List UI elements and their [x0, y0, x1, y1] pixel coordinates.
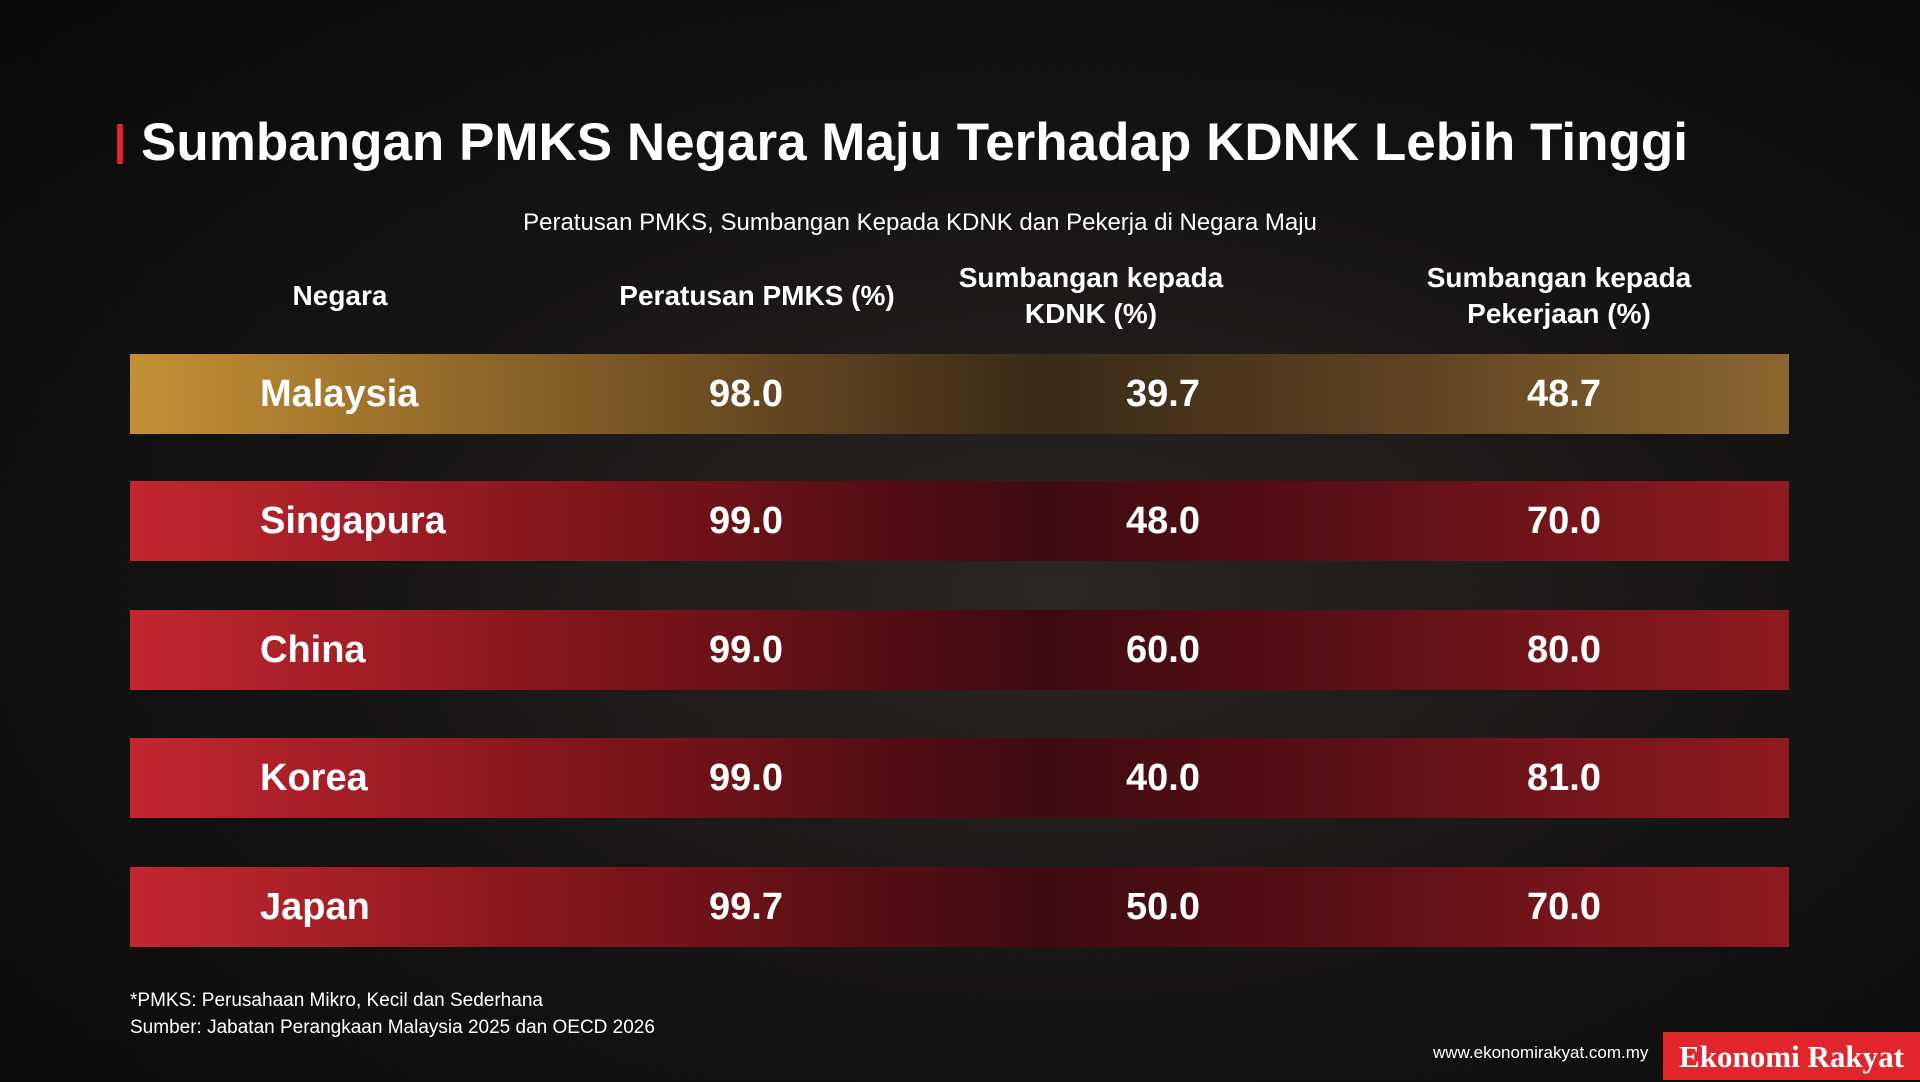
- column-header: Negara: [292, 280, 388, 311]
- country: Malaysia: [260, 373, 419, 415]
- value-cell: 48.7: [1527, 373, 1601, 415]
- table-row: Japan 99.7 50.0 70.0: [130, 867, 1789, 947]
- value-cell: 70.0: [1527, 886, 1601, 928]
- country: Singapura: [260, 500, 446, 542]
- country: China: [260, 629, 366, 671]
- column-header: Peratusan PMKS (%): [619, 280, 895, 311]
- country: Japan: [260, 886, 370, 928]
- table-row: Korea 99.0 40.0 81.0: [130, 738, 1789, 818]
- value-cell: 99.0: [709, 500, 783, 542]
- value-cell: 99.0: [709, 757, 783, 799]
- column-header: Sumbangan kepada Pekerjaan (%): [1426, 262, 1692, 329]
- value-cell: 48.0: [1126, 500, 1200, 542]
- footnote: *PMKS: Perusahaan Mikro, Kecil dan Seder…: [130, 990, 543, 1011]
- brand-logo: Ekonomi Rakyat: [1663, 1032, 1920, 1080]
- value-cell: 80.0: [1527, 629, 1601, 671]
- website: www.ekonomirakyat.com.my: [1433, 1043, 1649, 1062]
- value-cell: 99.0: [709, 629, 783, 671]
- value-cell: 81.0: [1527, 757, 1601, 799]
- country: Korea: [260, 757, 368, 799]
- title-accent: [117, 124, 123, 164]
- value-cell: 39.7: [1126, 373, 1200, 415]
- table-row: China 99.0 60.0 80.0: [130, 610, 1789, 690]
- table-row: Singapura 99.0 48.0 70.0: [130, 481, 1789, 561]
- value-cell: 70.0: [1527, 500, 1601, 542]
- column-header: Sumbangan kepada KDNK (%): [958, 262, 1224, 329]
- value-cell: 99.7: [709, 886, 783, 928]
- source: Sumber: Jabatan Perangkaan Malaysia 2025…: [130, 1017, 655, 1038]
- subtitle: Peratusan PMKS, Sumbangan Kepada KDNK da…: [523, 209, 1317, 236]
- title: Sumbangan PMKS Negara Maju Terhadap KDNK…: [141, 113, 1688, 172]
- value-cell: 98.0: [709, 373, 783, 415]
- value-cell: 60.0: [1126, 629, 1200, 671]
- value-cell: 50.0: [1126, 886, 1200, 928]
- value-cell: 40.0: [1126, 757, 1200, 799]
- table-row: Malaysia 98.0 39.7 48.7: [130, 354, 1789, 434]
